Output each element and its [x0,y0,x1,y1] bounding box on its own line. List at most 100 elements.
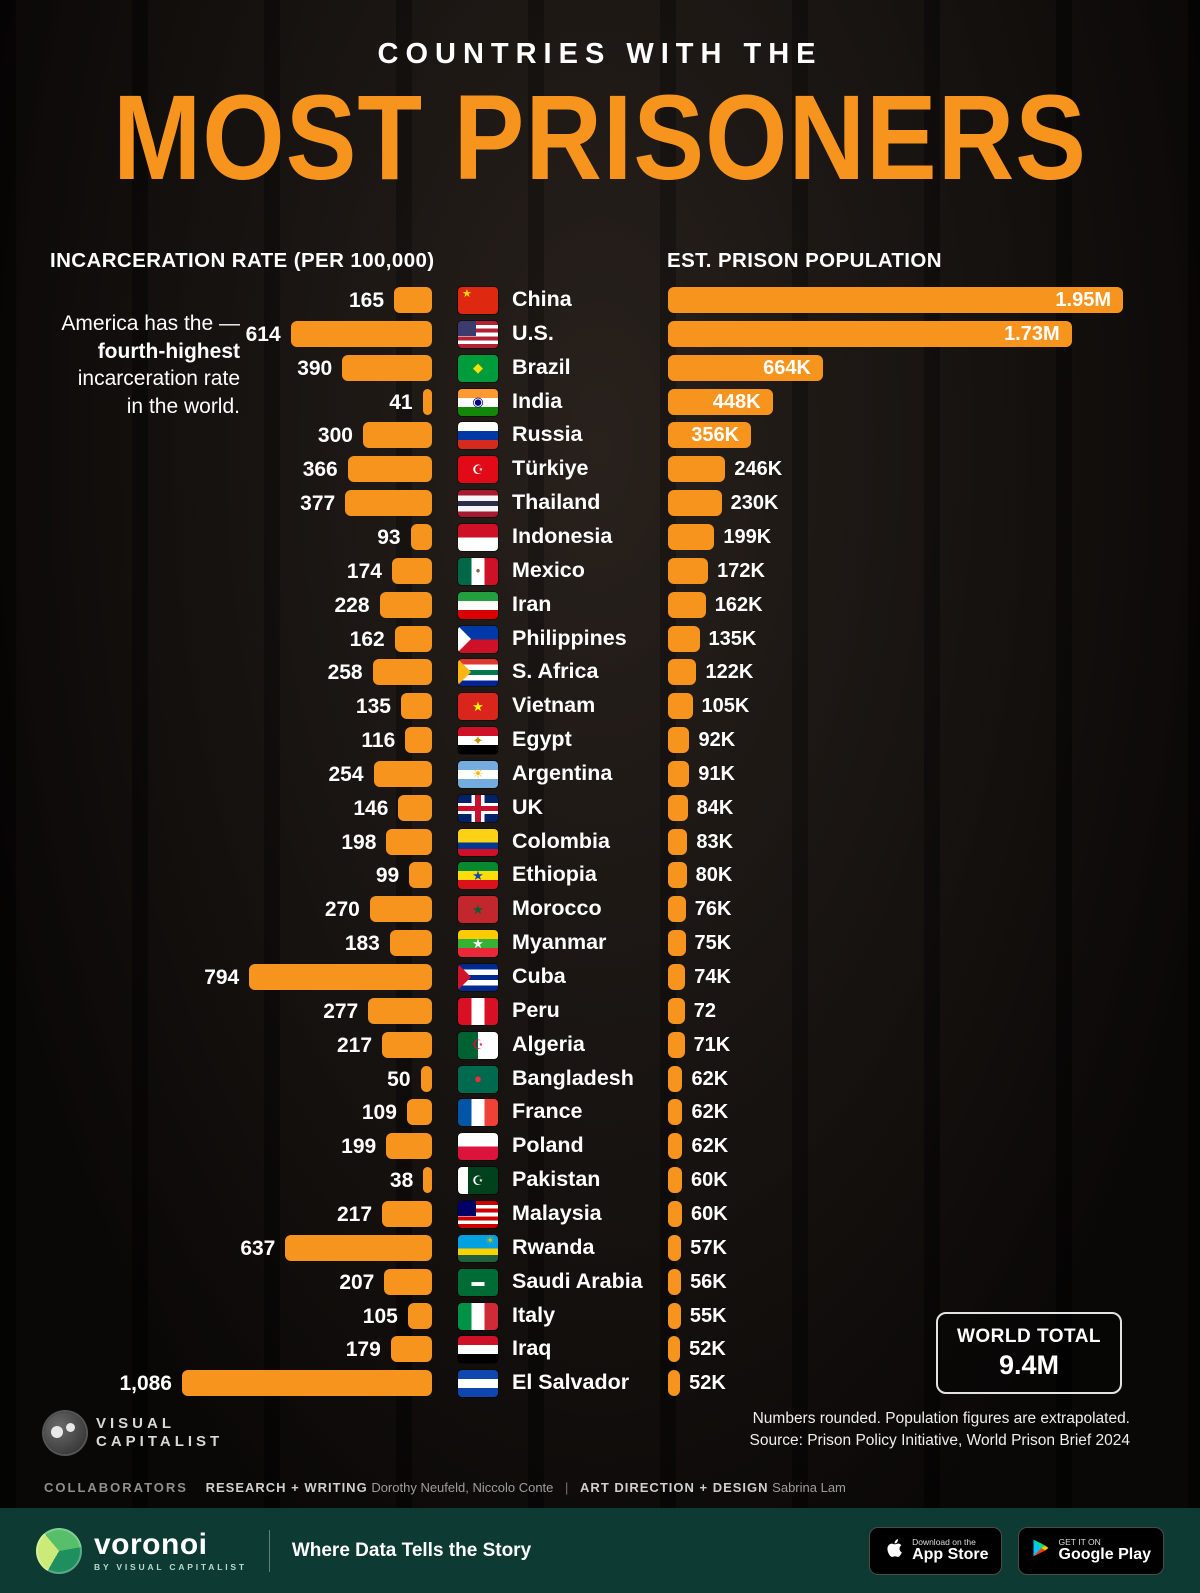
population-value: 80K [695,864,733,887]
population-bar [668,388,773,415]
flag-icon-pakistan: ☪ [458,1167,498,1195]
population-bar [668,456,726,483]
footnote-line-1: Numbers rounded. Population figures are … [752,1410,1130,1427]
flag-icon-china: ★ [458,287,498,314]
rate-value: 207 [339,1270,375,1294]
flag-icon-cuba [458,964,498,991]
flag-icon-argentina: ☀ [458,760,498,788]
flag-icon-vietnam: ★ [458,693,498,721]
country-label: India [512,388,563,413]
population-bar [668,490,722,517]
population-bar [668,1336,681,1363]
annotation-line-2: fourth-highest [97,339,240,363]
research-writing-names: Dorothy Neufeld, Niccolo Conte [371,1480,554,1495]
population-bar [668,997,685,1024]
country-label: Bangladesh [512,1065,634,1090]
country-label: Colombia [512,828,610,853]
rate-value: 254 [328,762,364,786]
rate-bar [423,1167,432,1194]
country-label: Russia [512,422,583,447]
country-label: Thailand [512,490,601,515]
flag-icon-saudi-arabia: ▬ [458,1268,498,1296]
population-value: 356K [691,424,740,447]
art-direction-names: Sabrina Lam [772,1480,846,1495]
country-label: Algeria [512,1031,585,1056]
population-value: 230K [730,492,779,515]
rate-value: 270 [324,898,360,922]
rate-value: 146 [353,796,389,820]
rate-value: 637 [240,1236,276,1260]
left-column-header: INCARCERATION RATE (PER 100,000) [50,249,435,272]
country-label: Pakistan [512,1167,601,1192]
rate-value: 174 [346,559,382,583]
population-bar [668,1133,683,1160]
flag-icon-india: ◉ [458,388,498,416]
chart-row-s-africa: 258 S. Africa 122K [0,655,1200,689]
google-play-badge[interactable]: GET IT ON Google Play [1017,1526,1164,1575]
population-value: 76K [694,898,732,921]
population-bar [668,1200,682,1227]
population-value: 60K [691,1169,728,1192]
rate-bar [382,1031,432,1058]
rate-bar [368,997,432,1024]
rate-value: 116 [361,729,396,753]
rate-value: 258 [327,661,363,685]
population-value: 91K [698,762,735,785]
country-label: Ethiopia [512,862,597,887]
population-value: 57K [690,1236,727,1259]
chart-row-ethiopia: 99 ★ Ethiopia 80K [0,858,1200,892]
collaborators-label: COLLABORATORS [44,1480,188,1495]
chart-row-rwanda: 637 ☀ Rwanda 57K [0,1231,1200,1265]
annotation-line-1: America has the — [61,312,240,335]
flag-icon-colombia [458,828,498,856]
country-label: UK [512,794,544,819]
flag-icon-rwanda: ☀ [458,1234,498,1262]
country-label: Mexico [512,557,585,582]
rate-bar [394,625,432,652]
population-bar [668,964,686,990]
population-bar [668,659,697,686]
footer-divider [268,1529,270,1572]
rate-bar [398,794,432,821]
population-bar [668,1234,682,1261]
population-bar [668,760,690,787]
population-bar [668,1031,685,1058]
rate-bar [362,422,432,449]
collaborators-line: COLLABORATORS RESEARCH + WRITING Dorothy… [44,1480,846,1495]
population-value: 72 [693,999,717,1022]
footer-tagline: Where Data Tells the Story [291,1539,532,1561]
flag-icon-ethiopia: ★ [458,862,498,890]
rate-bar [389,930,432,957]
chart-row-myanmar: 183 ★ Myanmar 75K [0,926,1200,960]
chart-row-morocco: 270 ★ Morocco 76K [0,892,1200,926]
flag-icon-poland [458,1133,498,1161]
chart-row-pakistan: 38 ☪ Pakistan 60K [0,1163,1200,1197]
population-bar [668,693,693,720]
world-total-value: 9.4M [998,1349,1060,1380]
chart-row-brazil: 390 ◆ Brazil 664K [0,351,1200,385]
app-store-badge[interactable]: Download on the App Store [869,1526,1002,1575]
population-value: 122K [705,661,754,684]
rate-bar [405,727,432,754]
rate-bar [249,964,432,990]
rate-bar [406,1099,432,1126]
chart-row-peru: 277 Peru 72 [0,994,1200,1028]
rate-bar [342,354,432,381]
chart-row-iraq: 179 Iraq 52K [0,1332,1200,1366]
rate-bar [409,862,432,889]
chart-row-france: 109 France 62K [0,1095,1200,1129]
chart-row-indonesia: 93 Indonesia 199K [0,520,1200,554]
country-label: Vietnam [512,693,596,718]
population-bar [668,896,686,923]
chart-row-mexico: 174 • Mexico 172K [0,554,1200,588]
rate-value: 198 [341,830,377,854]
population-value: 664K [763,356,811,379]
population-value: 105K [701,695,750,718]
footnote-line-2: Source: Prison Policy Initiative, World … [749,1432,1131,1449]
country-label: Italy [512,1302,556,1327]
chart-row-vietnam: 135 ★ Vietnam 105K [0,689,1200,723]
population-value: 52K [689,1338,726,1361]
country-label: Rwanda [512,1234,595,1259]
google-play-icon [1031,1537,1051,1564]
